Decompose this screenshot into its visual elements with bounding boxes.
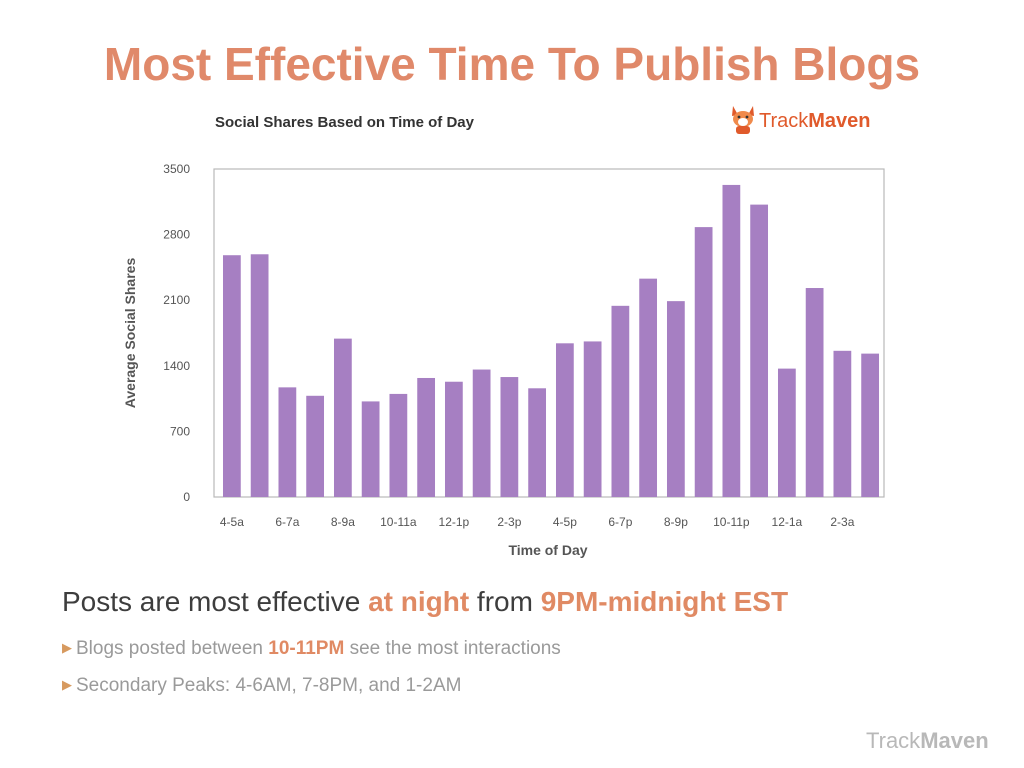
bar <box>306 395 325 497</box>
bar <box>361 401 380 497</box>
y-tick-label: 0 <box>183 490 190 504</box>
bullet-highlight: 10-11PM <box>268 638 345 659</box>
x-tick-label: 2-3a <box>830 515 854 529</box>
bar <box>278 387 297 497</box>
footer-part2: Maven <box>920 728 989 753</box>
footer-part1: Track <box>866 728 921 753</box>
headline-highlight-1: at night <box>368 586 470 617</box>
bar <box>417 377 436 497</box>
bar-chart: 0 700 1400 2100 2800 3500 4-5a 6-7a 8-9a 10-11a 12… <box>122 162 885 558</box>
x-tick-label: 12-1p <box>439 515 470 529</box>
chart-title: Social Shares Based on Time of Day <box>215 114 474 131</box>
bar <box>666 301 685 497</box>
y-tick-label: 700 <box>170 424 190 438</box>
bar <box>250 254 269 497</box>
bar <box>694 227 713 498</box>
bullet-text: Blogs posted between <box>76 638 269 659</box>
x-tick-label: 8-9a <box>331 515 355 529</box>
bar <box>555 343 574 497</box>
bar <box>833 350 852 497</box>
y-tick-label: 1400 <box>163 359 190 373</box>
x-tick-label: 2-3p <box>497 515 521 529</box>
bar <box>861 353 880 497</box>
bar <box>444 381 463 497</box>
bullet-item: ▶ Blogs posted between 10-11PM see the mo… <box>62 638 561 660</box>
bar <box>750 204 769 497</box>
bullet-text: Secondary Peaks: 4-6AM, 7-8PM, and 1-2AM <box>76 675 462 696</box>
headline-highlight-2: 9PM-midnight EST <box>540 586 789 617</box>
headline: Posts are most effective at night from 9… <box>62 586 788 618</box>
x-tick-label: 6-7p <box>608 515 632 529</box>
bullet-item: ▶ Secondary Peaks: 4-6AM, 7-8PM, and 1-2A… <box>62 675 461 697</box>
bar <box>222 255 241 497</box>
bar <box>472 369 491 497</box>
y-tick-label: 2800 <box>163 228 190 242</box>
bar <box>722 184 741 497</box>
plot-frame <box>213 168 885 498</box>
bar <box>805 288 824 497</box>
x-tick-label: 10-11a <box>380 515 417 529</box>
x-axis-label: Time of Day <box>508 542 587 558</box>
x-tick-label: 8-9p <box>664 515 688 529</box>
bar <box>777 368 796 497</box>
bar <box>611 305 630 497</box>
triangle-right-icon: ▶ <box>62 677 72 692</box>
slide-title: Most Effective Time To Publish Blogs <box>103 38 921 90</box>
bar <box>500 377 519 497</box>
bar <box>583 341 602 497</box>
y-tick-label: 3500 <box>163 162 190 176</box>
brand-part2: Maven <box>808 110 871 132</box>
y-axis-label: Average Social Shares <box>122 258 138 409</box>
x-tick-label: 12-1a <box>772 515 803 529</box>
footer-brand: TrackMaven <box>866 728 989 754</box>
brand-part1: Track <box>759 110 809 132</box>
brand-wordmark: TrackMaven <box>759 110 871 133</box>
headline-text-2: from <box>469 586 541 617</box>
x-tick-label: 6-7a <box>275 515 299 529</box>
bar <box>333 338 352 497</box>
x-tick-label: 10-11p <box>713 515 750 529</box>
bar <box>639 278 658 497</box>
x-tick-label: 4-5p <box>553 515 577 529</box>
corgi-dog-icon <box>732 106 754 134</box>
y-tick-label: 2100 <box>163 293 190 307</box>
x-tick-label: 4-5a <box>220 515 244 529</box>
triangle-right-icon: ▶ <box>62 640 72 655</box>
bar <box>528 388 547 497</box>
bar <box>389 393 408 497</box>
headline-text-1: Posts are most effective <box>62 586 369 617</box>
bullet-text: see the most interactions <box>344 638 561 659</box>
